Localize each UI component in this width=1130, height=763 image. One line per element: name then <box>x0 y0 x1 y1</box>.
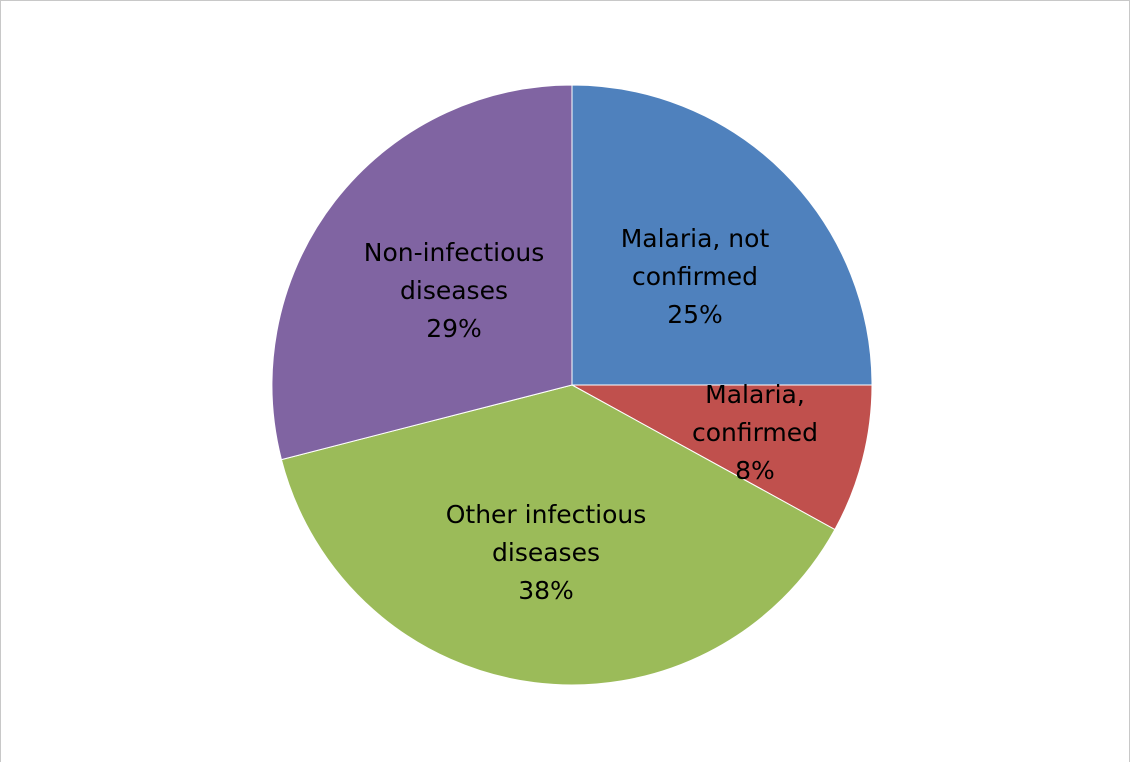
pie-slice <box>280 384 836 686</box>
slice-name-label: Malaria, <box>705 380 805 409</box>
slice-percent-label: 29% <box>426 314 482 343</box>
slice-label: Non-infectious diseases 29% <box>364 238 545 343</box>
slice-label: Malaria, not confirmed 25% <box>621 224 770 329</box>
slice-name-label: confirmed <box>632 262 758 291</box>
pie-slice <box>271 84 573 461</box>
slice-label: Malaria, confirmed 8% <box>692 380 818 485</box>
slice-name-label: Other infectious <box>446 500 647 529</box>
slice-percent-label: 25% <box>667 300 723 329</box>
slice-name-label: confirmed <box>692 418 818 447</box>
slice-percent-label: 8% <box>735 456 775 485</box>
slice-name-label: diseases <box>400 276 508 305</box>
pie-slice <box>571 84 873 386</box>
slice-name-label: diseases <box>492 538 600 567</box>
slice-name-label: Non-infectious <box>364 238 545 267</box>
pie-slice <box>571 384 873 531</box>
slice-label: Other infectious diseases 38% <box>446 500 647 605</box>
slice-percent-label: 38% <box>518 576 574 605</box>
slice-name-label: Malaria, not <box>621 224 770 253</box>
